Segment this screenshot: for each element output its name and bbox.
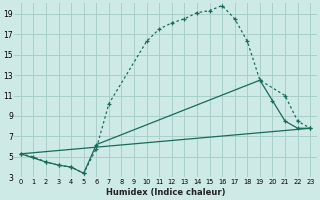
X-axis label: Humidex (Indice chaleur): Humidex (Indice chaleur) (106, 188, 225, 197)
